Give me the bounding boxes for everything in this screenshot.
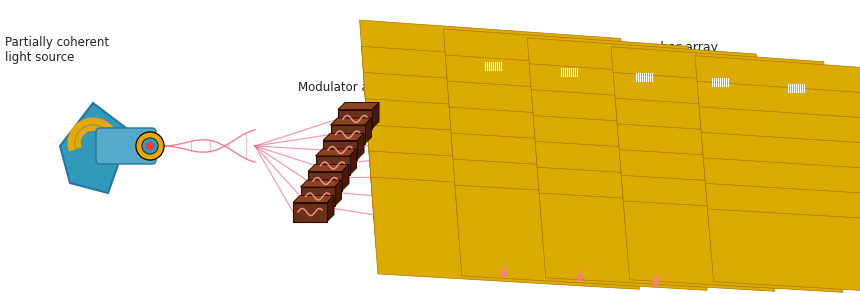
Polygon shape: [703, 158, 860, 243]
Bar: [316, 156, 349, 175]
FancyBboxPatch shape: [96, 128, 156, 164]
Bar: [338, 109, 372, 128]
Polygon shape: [361, 46, 630, 161]
Polygon shape: [838, 124, 846, 130]
Text: Photonic crossbar array: Photonic crossbar array: [570, 41, 718, 54]
Polygon shape: [788, 221, 796, 228]
Polygon shape: [367, 125, 636, 238]
Polygon shape: [369, 151, 637, 264]
Polygon shape: [619, 150, 838, 242]
Polygon shape: [785, 196, 795, 203]
Polygon shape: [777, 94, 787, 101]
Polygon shape: [342, 165, 349, 191]
Polygon shape: [357, 133, 364, 160]
Polygon shape: [335, 180, 341, 206]
Text: Partially coherent
light source: Partially coherent light source: [5, 36, 109, 64]
Polygon shape: [327, 196, 334, 221]
Polygon shape: [372, 103, 379, 128]
Polygon shape: [624, 201, 843, 292]
Polygon shape: [833, 89, 848, 280]
Polygon shape: [527, 38, 763, 139]
Polygon shape: [323, 133, 364, 141]
Polygon shape: [529, 64, 765, 164]
Polygon shape: [455, 62, 468, 258]
Polygon shape: [842, 174, 850, 181]
Polygon shape: [330, 118, 372, 125]
Polygon shape: [338, 103, 379, 109]
Polygon shape: [535, 141, 771, 240]
Text: Modulator array: Modulator array: [298, 81, 392, 94]
Circle shape: [143, 139, 157, 153]
Polygon shape: [782, 145, 790, 152]
Polygon shape: [611, 47, 830, 141]
Polygon shape: [621, 175, 840, 267]
Polygon shape: [455, 55, 833, 89]
Polygon shape: [613, 73, 832, 166]
Bar: [293, 203, 327, 221]
Polygon shape: [455, 185, 707, 290]
Polygon shape: [363, 72, 632, 187]
Polygon shape: [844, 200, 852, 206]
Polygon shape: [366, 98, 634, 212]
Polygon shape: [365, 118, 372, 144]
Polygon shape: [699, 107, 860, 193]
Polygon shape: [468, 244, 848, 280]
Polygon shape: [453, 159, 705, 265]
Polygon shape: [836, 98, 844, 105]
Polygon shape: [316, 149, 357, 156]
Polygon shape: [455, 62, 848, 266]
Polygon shape: [533, 116, 769, 215]
Polygon shape: [705, 183, 860, 268]
Polygon shape: [308, 165, 349, 171]
Polygon shape: [293, 196, 334, 203]
Bar: [323, 141, 357, 160]
Polygon shape: [839, 149, 848, 156]
Bar: [330, 125, 365, 144]
Polygon shape: [349, 149, 357, 175]
Polygon shape: [359, 20, 628, 135]
Polygon shape: [697, 81, 860, 168]
Bar: [308, 171, 342, 191]
Polygon shape: [848, 250, 856, 257]
Polygon shape: [531, 90, 767, 190]
Polygon shape: [445, 55, 697, 163]
Polygon shape: [538, 167, 773, 266]
Polygon shape: [300, 180, 341, 187]
Polygon shape: [615, 98, 834, 191]
Circle shape: [136, 132, 164, 160]
Polygon shape: [444, 29, 696, 137]
Polygon shape: [371, 177, 639, 289]
Polygon shape: [783, 171, 792, 177]
Polygon shape: [60, 103, 130, 193]
Circle shape: [146, 142, 154, 150]
Polygon shape: [452, 133, 703, 239]
Polygon shape: [449, 107, 701, 214]
Polygon shape: [789, 247, 798, 253]
Polygon shape: [617, 124, 837, 216]
Polygon shape: [447, 81, 699, 188]
Polygon shape: [701, 132, 860, 218]
Bar: [300, 187, 335, 206]
Polygon shape: [845, 225, 854, 231]
Polygon shape: [539, 193, 775, 291]
Polygon shape: [708, 209, 860, 293]
Polygon shape: [695, 56, 860, 142]
Polygon shape: [780, 120, 789, 126]
